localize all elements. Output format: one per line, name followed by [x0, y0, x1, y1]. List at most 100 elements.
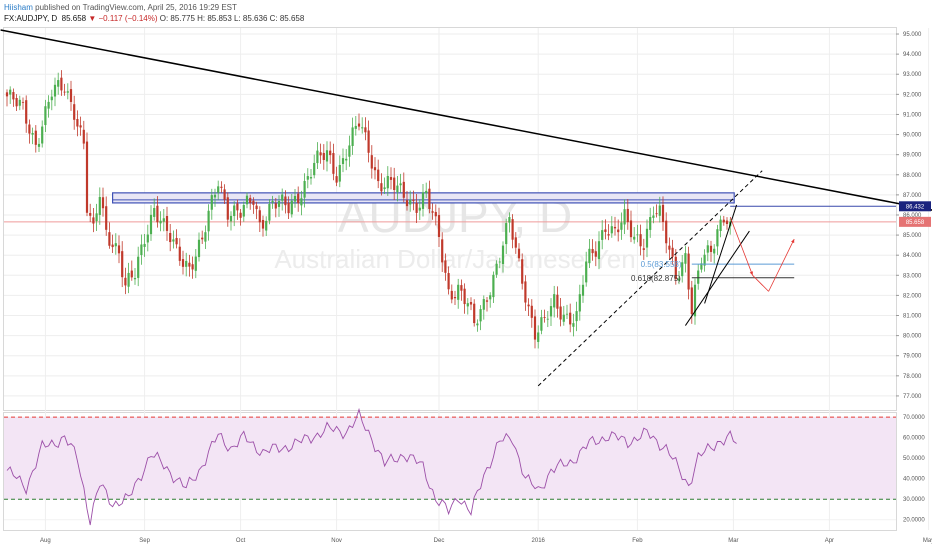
candle-body	[578, 294, 581, 312]
candle	[597, 231, 601, 270]
candles-group	[5, 70, 732, 349]
candle	[69, 80, 73, 111]
candle-body	[706, 245, 709, 253]
candle-body	[121, 251, 124, 278]
candle-body	[463, 288, 466, 305]
candle-body	[117, 245, 121, 254]
candle	[82, 120, 85, 150]
candle-body	[111, 244, 114, 248]
candle	[325, 141, 329, 172]
candle	[105, 196, 108, 236]
candle-body	[713, 248, 716, 254]
candle	[706, 240, 709, 262]
candle-body	[511, 219, 514, 240]
candle-body	[597, 241, 601, 260]
candle-body	[367, 130, 370, 153]
candle	[517, 243, 521, 262]
candle-body	[540, 317, 543, 331]
candle	[565, 304, 569, 319]
candle-body	[34, 130, 37, 145]
candle-body	[409, 199, 412, 205]
candle-body	[25, 100, 28, 124]
candle	[329, 141, 332, 164]
candle	[578, 284, 581, 321]
candle-body	[361, 127, 364, 129]
candle	[268, 199, 271, 225]
candle	[402, 172, 405, 203]
candle	[537, 325, 540, 349]
candle	[322, 144, 325, 170]
candle	[441, 232, 444, 272]
candle-body	[613, 226, 617, 229]
candle	[124, 267, 127, 295]
candle	[367, 120, 370, 163]
candle	[210, 188, 213, 220]
candle-body	[604, 229, 607, 232]
candle	[191, 256, 194, 279]
candle	[162, 208, 165, 232]
candle-body	[169, 233, 172, 243]
candle	[722, 215, 725, 226]
candle-body	[137, 256, 140, 278]
candle-body	[201, 237, 204, 240]
candle	[713, 244, 716, 264]
candle	[530, 299, 533, 328]
candle	[297, 186, 300, 212]
candle	[623, 199, 626, 234]
candle-body	[293, 195, 297, 202]
candle-body	[665, 220, 668, 244]
candle-body	[537, 332, 540, 342]
candle-body	[210, 195, 213, 210]
candle-body	[162, 218, 165, 222]
candle-body	[722, 219, 725, 223]
candle-body	[143, 243, 146, 247]
candle-body	[207, 210, 210, 232]
price-tick-label: 95.000	[903, 32, 922, 38]
candle	[476, 319, 479, 332]
candle	[12, 88, 15, 107]
candle	[677, 271, 681, 285]
price-tick-label: 81.000	[903, 314, 922, 320]
candle-body	[268, 203, 271, 221]
rsi-tick-label: 30.0000	[903, 497, 925, 503]
candle-body	[658, 205, 661, 216]
candle	[76, 110, 79, 137]
candle	[658, 196, 661, 223]
candle	[236, 199, 239, 220]
candle	[572, 313, 575, 337]
candle	[665, 212, 668, 254]
candle-body	[514, 237, 517, 248]
candle	[719, 215, 722, 238]
candle-body	[47, 101, 50, 109]
candle	[492, 271, 495, 304]
candle	[127, 262, 130, 294]
candle-body	[389, 177, 393, 180]
candle-body	[581, 284, 585, 296]
candle	[437, 207, 441, 248]
candle	[357, 113, 361, 131]
candle-body	[418, 207, 421, 211]
candle-body	[15, 98, 18, 107]
candle-body	[725, 220, 729, 224]
candle	[687, 246, 690, 300]
candle	[505, 218, 508, 254]
candle-body	[575, 311, 578, 322]
candle	[188, 254, 191, 277]
current-price-value: 85.658	[906, 220, 925, 226]
author-link[interactable]: Hiisham	[4, 3, 33, 12]
candle	[508, 212, 511, 233]
candle	[527, 298, 530, 317]
candle-body	[76, 119, 79, 127]
candle-body	[421, 192, 425, 209]
candle	[117, 235, 121, 264]
candle	[709, 240, 713, 262]
candle	[239, 208, 242, 226]
price-change: ▼ −0.117 (−0.14%)	[88, 14, 158, 23]
candle-body	[277, 201, 281, 207]
candle	[242, 201, 245, 222]
candle-body	[556, 294, 559, 309]
candle	[319, 143, 322, 164]
candle-body	[469, 302, 473, 305]
symbol-label[interactable]: FX:AUDJPY, D	[4, 14, 58, 23]
